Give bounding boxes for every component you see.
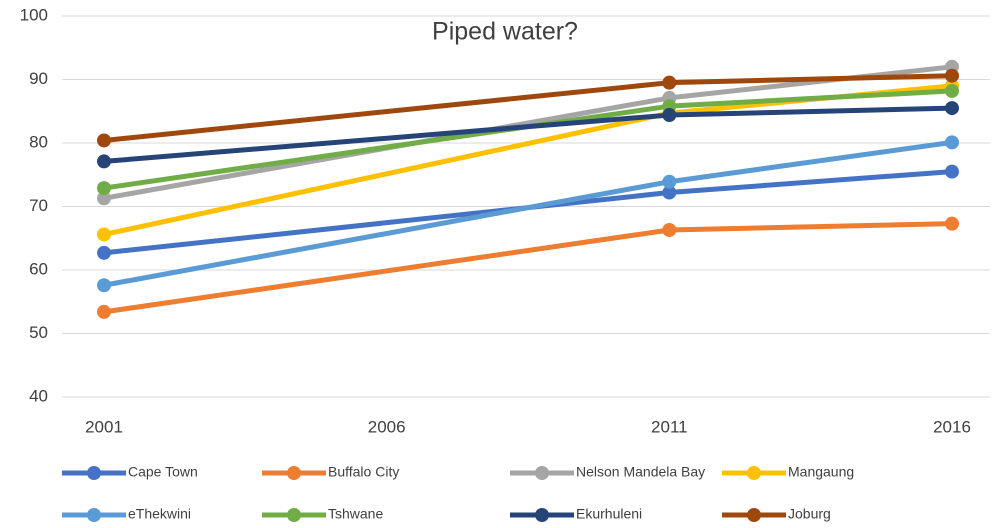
x-tick-label: 2016	[933, 417, 971, 436]
legend-label: Nelson Mandela Bay	[576, 464, 705, 480]
data-point	[662, 108, 677, 123]
data-point	[945, 83, 959, 98]
data-point	[945, 164, 959, 179]
y-tick-label: 80	[29, 132, 48, 151]
legend-marker	[87, 466, 101, 480]
legend-label: Cape Town	[128, 464, 198, 480]
series-line	[103, 105, 953, 164]
data-point	[945, 68, 959, 83]
legend-marker	[747, 466, 761, 480]
data-point	[97, 191, 111, 206]
data-point	[662, 222, 677, 237]
legend-label: Buffalo City	[328, 464, 399, 480]
y-tick-label: 50	[29, 323, 48, 342]
legend-label: Joburg	[788, 506, 831, 522]
series-line	[103, 73, 953, 143]
y-tick-label: 100	[20, 5, 48, 24]
data-point	[662, 174, 677, 189]
legend-label: Mangaung	[788, 464, 854, 480]
series-line	[103, 169, 953, 256]
data-point	[945, 101, 959, 116]
legend-marker	[747, 508, 761, 522]
x-tick-label: 2006	[368, 417, 406, 436]
chart-title: Piped water?	[432, 18, 578, 46]
data-point	[945, 135, 959, 150]
data-point	[97, 304, 111, 319]
y-tick-label: 60	[29, 259, 48, 278]
legend-marker	[535, 508, 549, 522]
legend-label: eThekwini	[128, 506, 191, 522]
data-point	[662, 185, 677, 200]
y-tick-label: 90	[29, 69, 48, 88]
series-line	[103, 139, 953, 288]
data-point	[662, 75, 677, 90]
data-point	[97, 181, 111, 196]
legend-label: Ekurhuleni	[576, 506, 642, 522]
legend-marker	[287, 466, 301, 480]
data-point	[97, 154, 111, 169]
data-point	[97, 133, 111, 148]
data-point	[97, 278, 111, 293]
x-tick-label: 2001	[85, 417, 123, 436]
legend-label: Tshwane	[328, 506, 383, 522]
y-tick-label: 70	[29, 196, 48, 215]
data-point	[97, 245, 111, 260]
legend-marker	[287, 508, 301, 522]
data-point	[97, 227, 111, 242]
legend-marker	[535, 466, 549, 480]
legend-marker	[87, 508, 101, 522]
x-tick-label: 2011	[651, 417, 688, 436]
y-tick-label: 40	[29, 386, 48, 405]
data-point	[945, 216, 959, 231]
